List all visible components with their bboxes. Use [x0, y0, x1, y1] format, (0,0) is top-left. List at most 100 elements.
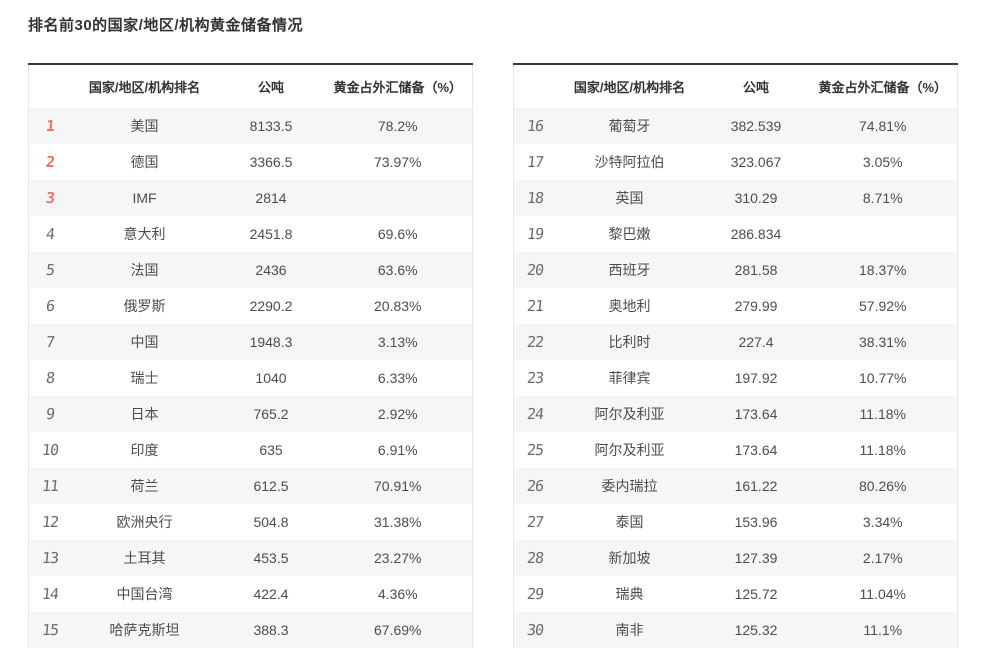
rank-number: 14 [40, 585, 59, 603]
country-cell: 南非 [615, 622, 644, 638]
pct-cell: 11.18% [859, 442, 906, 458]
rank-number: 15 [40, 621, 59, 639]
table-row: 4 意大利 2451.8 69.6% [28, 216, 473, 252]
table-row: 8 瑞士 1040 6.33% [28, 360, 473, 396]
country-cell: 奥地利 [608, 298, 651, 314]
pct-column-header: 黄金占外汇储备（%） [808, 64, 958, 109]
country-cell: 泰国 [615, 514, 644, 530]
rank-cell: 12 [29, 504, 71, 540]
rank-cell: 26 [514, 468, 556, 504]
rank-number: 11 [40, 477, 59, 495]
tons-cell: 388.3 [253, 622, 289, 638]
country-cell: 阿尔及利亚 [594, 442, 665, 458]
country-cell: 比利时 [608, 334, 651, 350]
pct-cell: 63.6% [377, 262, 418, 278]
country-cell: 瑞士 [130, 370, 159, 386]
rank-cell: 24 [514, 396, 556, 432]
tons-cell: 2436 [255, 262, 287, 278]
pct-cell: 3.05% [862, 154, 903, 170]
rank-number: 19 [525, 225, 544, 243]
gold-reserves-table-left: 国家/地区/机构排名 公吨 黄金占外汇储备（%） 1 美国 8133.5 78.2% 2… [28, 63, 473, 648]
rank-number: 4 [44, 225, 55, 243]
tons-cell: 1948.3 [249, 334, 293, 350]
pct-column-header: 黄金占外汇储备（%） [323, 64, 473, 109]
country-cell: 沙特阿拉伯 [594, 154, 665, 170]
pct-cell: 11.1% [863, 622, 903, 638]
table-row: 24 阿尔及利亚 173.64 11.18% [513, 396, 958, 432]
rank-cell: 11 [29, 468, 71, 504]
country-cell: 西班牙 [608, 262, 651, 278]
tons-cell: 286.834 [730, 226, 782, 242]
tons-cell: 173.64 [734, 442, 778, 458]
tons-cell: 197.92 [734, 370, 778, 386]
tables-container: 国家/地区/机构排名 公吨 黄金占外汇储备（%） 1 美国 8133.5 78.2% 2… [28, 63, 958, 648]
table-row: 12 欧洲央行 504.8 31.38% [28, 504, 473, 540]
country-cell: 菲律宾 [608, 370, 651, 386]
header-row: 国家/地区/机构排名 公吨 黄金占外汇储备（%） [513, 64, 958, 109]
country-cell: 瑞典 [615, 586, 644, 602]
pct-cell: 70.91% [374, 478, 422, 494]
table-row: 17 沙特阿拉伯 323.067 3.05% [513, 144, 958, 180]
tons-cell: 125.32 [734, 622, 778, 638]
page-title: 排名前30的国家/地区/机构黄金储备情况 [28, 17, 304, 34]
rank-cell: 19 [514, 216, 556, 252]
table-row: 29 瑞典 125.72 11.04% [513, 576, 958, 612]
gold-reserves-table-right: 国家/地区/机构排名 公吨 黄金占外汇储备（%） 16 葡萄牙 382.539 74.… [513, 63, 958, 648]
rank-cell: 7 [29, 324, 71, 360]
country-cell: 英国 [615, 190, 644, 206]
country-cell: 黎巴嫩 [608, 226, 651, 242]
tons-cell: 8133.5 [249, 118, 293, 135]
pct-cell: 20.83% [374, 298, 422, 314]
tons-cell: 2290.2 [249, 298, 293, 314]
tons-cell: 2814 [255, 190, 287, 206]
rank-cell: 5 [29, 252, 71, 288]
rank-number: 17 [525, 153, 544, 171]
rank-number: 1 [44, 117, 55, 136]
rank-cell: 6 [29, 288, 71, 324]
pct-cell: 11.04% [859, 586, 906, 602]
table-row: 5 法国 2436 63.6% [28, 252, 473, 288]
tons-cell: 310.29 [734, 190, 778, 206]
table-row: 28 新加坡 127.39 2.17% [513, 540, 958, 576]
tons-column-header: 公吨 [703, 64, 809, 109]
table-row: 25 阿尔及利亚 173.64 11.18% [513, 432, 958, 468]
rank-number: 8 [44, 369, 55, 387]
rank-cell: 9 [29, 396, 71, 432]
tons-column-header: 公吨 [218, 64, 324, 109]
rank-number: 20 [525, 261, 544, 279]
table-row: 9 日本 765.2 2.92% [28, 396, 473, 432]
rank-number: 16 [525, 117, 544, 136]
pct-cell: 18.37% [859, 262, 907, 278]
rank-cell: 21 [514, 288, 556, 324]
rank-cell: 2 [29, 144, 71, 180]
pct-cell: 6.91% [377, 442, 418, 458]
rank-number: 6 [44, 297, 55, 315]
pct-cell [809, 216, 958, 252]
table-body: 16 葡萄牙 382.539 74.81% 17 沙特阿拉伯 323.067 3.05% 18 英… [513, 108, 958, 648]
rank-cell: 30 [514, 612, 556, 648]
tons-cell: 382.539 [730, 118, 782, 135]
tons-cell: 504.8 [253, 514, 289, 530]
pct-cell: 23.27% [374, 550, 422, 566]
rank-cell: 8 [29, 360, 71, 396]
table-row: 26 委内瑞拉 161.22 80.26% [513, 468, 958, 504]
pct-cell: 74.81% [859, 118, 907, 135]
rank-column-header [28, 64, 71, 109]
table-row: 16 葡萄牙 382.539 74.81% [513, 108, 958, 144]
table-row: 2 德国 3366.5 73.97% [28, 144, 473, 180]
pct-cell: 80.26% [859, 478, 907, 494]
pct-cell: 78.2% [377, 118, 418, 135]
table-row: 20 西班牙 281.58 18.37% [513, 252, 958, 288]
rank-cell: 16 [514, 108, 556, 144]
header-row: 国家/地区/机构排名 公吨 黄金占外汇储备（%） [28, 64, 473, 109]
rank-number: 18 [525, 189, 544, 207]
pct-cell: 73.97% [374, 154, 422, 170]
rank-cell: 27 [514, 504, 556, 540]
rank-number: 26 [525, 477, 544, 495]
tons-cell: 1040 [255, 370, 287, 386]
pct-cell: 69.6% [377, 226, 418, 242]
rank-number: 22 [525, 333, 544, 351]
tons-cell: 125.72 [734, 586, 778, 602]
rank-number: 25 [525, 441, 544, 459]
tons-cell: 161.22 [734, 478, 778, 494]
